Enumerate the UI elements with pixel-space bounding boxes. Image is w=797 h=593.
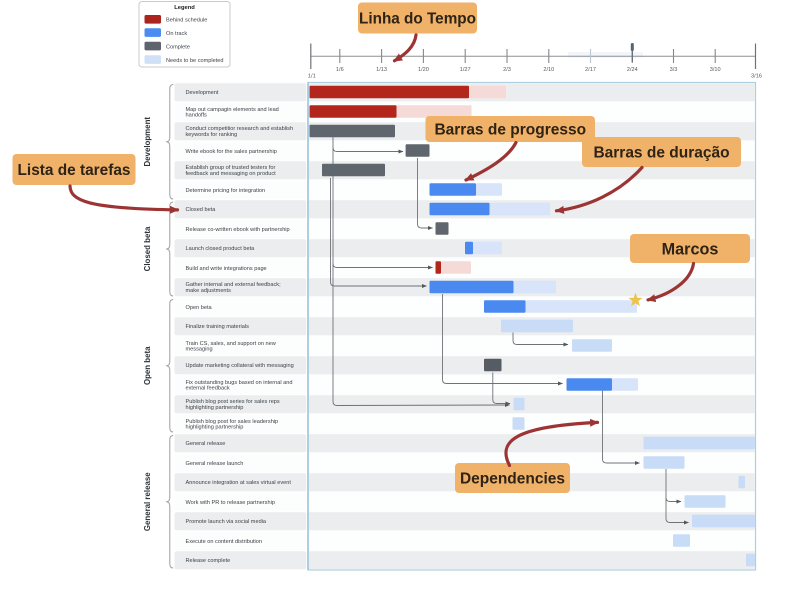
svg-text:2/10: 2/10 (543, 67, 554, 73)
svg-text:Development: Development (186, 90, 219, 96)
svg-text:Establish group of trusted tes: Establish group of trusted testers for (186, 165, 276, 171)
svg-text:handoffs: handoffs (186, 113, 208, 119)
svg-text:Development: Development (143, 117, 152, 167)
svg-text:Finalize training materials: Finalize training materials (186, 324, 250, 330)
svg-text:Work with PR to release partne: Work with PR to release partnership (186, 500, 275, 506)
svg-text:Behind schedule: Behind schedule (166, 18, 207, 24)
svg-text:3/16: 3/16 (751, 74, 762, 80)
svg-text:Release complete: Release complete (186, 558, 231, 564)
svg-text:Open beta: Open beta (143, 346, 152, 385)
svg-text:Needs to be completed: Needs to be completed (166, 58, 224, 64)
svg-text:Write ebook for the sales part: Write ebook for the sales partnership (186, 149, 277, 155)
svg-text:external feedback: external feedback (186, 386, 230, 392)
svg-text:messaging: messaging (186, 347, 213, 353)
svg-text:Complete: Complete (166, 44, 190, 50)
svg-text:Publish blog post series for s: Publish blog post series for sales reps (186, 399, 280, 405)
svg-text:Linha do Tempo: Linha do Tempo (359, 11, 476, 28)
svg-text:Launch closed product beta: Launch closed product beta (186, 246, 256, 252)
svg-text:Map out campagin elements and: Map out campagin elements and lead (186, 107, 279, 113)
svg-text:keywords for ranking: keywords for ranking (186, 132, 238, 138)
svg-text:feedback and messaging on prod: feedback and messaging on product (186, 171, 277, 177)
svg-text:Closed beta: Closed beta (186, 207, 217, 213)
svg-text:Release co-written ebook with: Release co-written ebook with partnershi… (186, 227, 290, 233)
svg-text:3/3: 3/3 (670, 67, 678, 73)
svg-text:Execute on content distributio: Execute on content distribution (186, 539, 263, 545)
svg-text:Promote launch via social medi: Promote launch via social media (186, 519, 267, 525)
svg-text:Closed beta: Closed beta (143, 226, 152, 271)
svg-text:Fix outstanding bugs based on: Fix outstanding bugs based on internal a… (186, 380, 293, 386)
svg-text:2/3: 2/3 (503, 67, 511, 73)
svg-text:Lista de tarefas: Lista de tarefas (18, 162, 131, 179)
svg-text:3/10: 3/10 (710, 67, 721, 73)
svg-text:On track: On track (166, 31, 187, 37)
svg-text:Gather internal and external f: Gather internal and external feedback; (186, 282, 282, 288)
svg-text:Announce integration at sales: Announce integration at sales virtual ev… (186, 480, 292, 486)
svg-text:Dependencies: Dependencies (460, 471, 565, 488)
svg-text:Build and write integrations p: Build and write integrations page (186, 266, 267, 272)
svg-text:Barras de duração: Barras de duração (593, 145, 729, 162)
svg-text:2/17: 2/17 (585, 67, 596, 73)
svg-text:Conduct competitior research a: Conduct competitior research and establi… (186, 126, 294, 132)
svg-text:Train CS, sales, and support o: Train CS, sales, and support on new (186, 341, 277, 347)
svg-text:General release launch: General release launch (186, 461, 244, 467)
svg-text:Publish blog post for sales le: Publish blog post for sales leadership (186, 419, 279, 425)
svg-text:1/1: 1/1 (308, 74, 316, 80)
svg-text:Open beta: Open beta (186, 305, 213, 311)
svg-text:Update marketing collateral wi: Update marketing collateral with messagi… (186, 363, 294, 369)
svg-text:Barras de progresso: Barras de progresso (434, 122, 586, 139)
svg-text:General release: General release (186, 441, 226, 447)
svg-text:make adjustments: make adjustments (186, 288, 232, 294)
svg-text:Legend: Legend (174, 5, 195, 11)
svg-text:1/20: 1/20 (418, 67, 429, 73)
svg-text:highlighting partnership: highlighting partnership (186, 405, 244, 411)
svg-text:Determine pricing for integrat: Determine pricing for integration (186, 188, 266, 194)
svg-text:1/27: 1/27 (460, 67, 471, 73)
svg-text:1/13: 1/13 (376, 67, 387, 73)
svg-text:highlighting partnership: highlighting partnership (186, 425, 244, 431)
svg-text:Marcos: Marcos (662, 240, 719, 258)
svg-text:2/24: 2/24 (627, 67, 638, 73)
svg-text:General release: General release (143, 472, 152, 531)
svg-text:1/6: 1/6 (336, 67, 344, 73)
